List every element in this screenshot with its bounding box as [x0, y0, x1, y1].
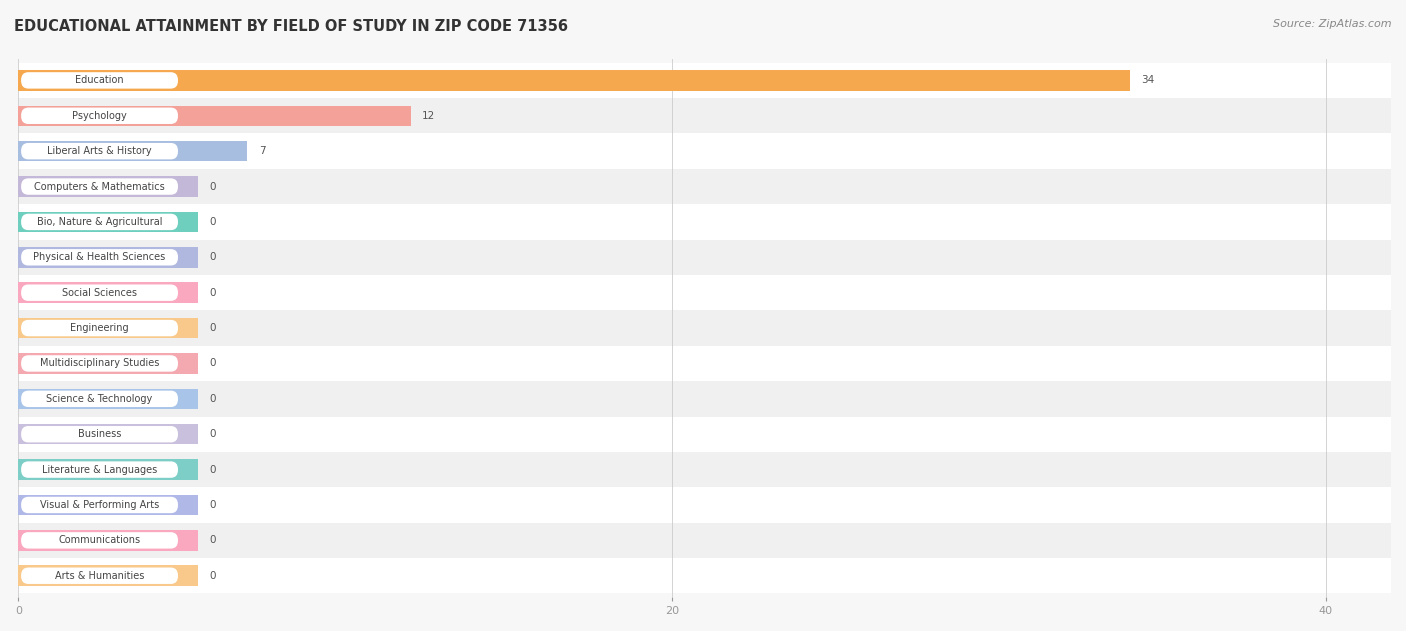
Bar	[18, 283, 198, 303]
FancyBboxPatch shape	[21, 567, 179, 584]
Bar	[18, 62, 1391, 98]
Text: 0: 0	[209, 217, 217, 227]
Text: Engineering: Engineering	[70, 323, 129, 333]
FancyBboxPatch shape	[21, 214, 179, 230]
Text: 0: 0	[209, 394, 217, 404]
Bar	[18, 176, 198, 197]
Bar	[18, 565, 198, 586]
Text: Visual & Performing Arts: Visual & Performing Arts	[39, 500, 159, 510]
Bar	[18, 275, 1391, 310]
Text: 12: 12	[422, 111, 436, 121]
Bar	[18, 310, 1391, 346]
Bar	[18, 495, 198, 516]
Bar	[18, 247, 198, 268]
FancyBboxPatch shape	[21, 249, 179, 266]
FancyBboxPatch shape	[21, 72, 179, 88]
Text: 0: 0	[209, 252, 217, 262]
Bar	[18, 452, 1391, 487]
Text: Arts & Humanities: Arts & Humanities	[55, 571, 145, 581]
Text: Social Sciences: Social Sciences	[62, 288, 136, 298]
Text: Literature & Languages: Literature & Languages	[42, 464, 157, 475]
Bar	[18, 381, 1391, 416]
FancyBboxPatch shape	[21, 497, 179, 513]
Bar	[18, 318, 198, 338]
Text: 0: 0	[209, 535, 217, 545]
Text: Physical & Health Sciences: Physical & Health Sciences	[34, 252, 166, 262]
Bar	[18, 346, 1391, 381]
Bar	[18, 169, 1391, 204]
Bar	[18, 530, 198, 551]
Text: 0: 0	[209, 323, 217, 333]
Text: 0: 0	[209, 288, 217, 298]
Bar	[18, 353, 198, 374]
Bar	[18, 459, 198, 480]
FancyBboxPatch shape	[21, 532, 179, 548]
Text: 0: 0	[209, 182, 217, 192]
Bar	[18, 204, 1391, 240]
Bar	[18, 522, 1391, 558]
Text: Psychology: Psychology	[72, 111, 127, 121]
Bar	[18, 141, 247, 162]
Bar	[18, 98, 1391, 134]
Text: 34: 34	[1142, 75, 1154, 85]
Text: 0: 0	[209, 358, 217, 369]
FancyBboxPatch shape	[21, 355, 179, 372]
Text: Communications: Communications	[59, 535, 141, 545]
Text: 0: 0	[209, 500, 217, 510]
Text: 0: 0	[209, 464, 217, 475]
Text: 7: 7	[259, 146, 266, 156]
Text: Multidisciplinary Studies: Multidisciplinary Studies	[39, 358, 159, 369]
Bar	[18, 389, 198, 409]
FancyBboxPatch shape	[21, 391, 179, 407]
Text: Bio, Nature & Agricultural: Bio, Nature & Agricultural	[37, 217, 162, 227]
Text: Liberal Arts & History: Liberal Arts & History	[48, 146, 152, 156]
Bar	[18, 487, 1391, 522]
Bar	[18, 240, 1391, 275]
FancyBboxPatch shape	[21, 143, 179, 160]
FancyBboxPatch shape	[21, 107, 179, 124]
Bar	[18, 70, 1129, 91]
FancyBboxPatch shape	[21, 179, 179, 195]
FancyBboxPatch shape	[21, 461, 179, 478]
Text: EDUCATIONAL ATTAINMENT BY FIELD OF STUDY IN ZIP CODE 71356: EDUCATIONAL ATTAINMENT BY FIELD OF STUDY…	[14, 19, 568, 34]
Text: 0: 0	[209, 571, 217, 581]
FancyBboxPatch shape	[21, 320, 179, 336]
FancyBboxPatch shape	[21, 285, 179, 301]
Text: Science & Technology: Science & Technology	[46, 394, 153, 404]
Bar	[18, 416, 1391, 452]
Text: Source: ZipAtlas.com: Source: ZipAtlas.com	[1274, 19, 1392, 29]
Bar	[18, 211, 198, 232]
FancyBboxPatch shape	[21, 426, 179, 442]
Text: 0: 0	[209, 429, 217, 439]
Bar	[18, 105, 411, 126]
Text: Business: Business	[77, 429, 121, 439]
Bar	[18, 424, 198, 444]
Bar	[18, 558, 1391, 593]
Bar	[18, 134, 1391, 169]
Text: Education: Education	[76, 75, 124, 85]
Text: Computers & Mathematics: Computers & Mathematics	[34, 182, 165, 192]
